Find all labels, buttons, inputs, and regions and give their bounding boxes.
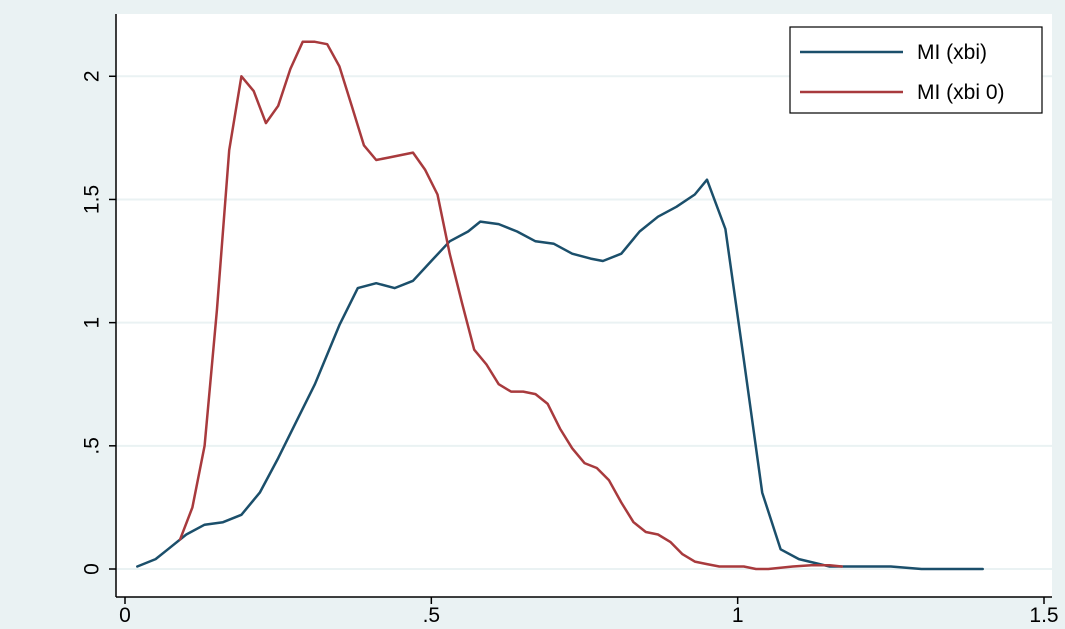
legend-label-mi-xbi-0: MI (xbi 0) [917, 81, 1005, 104]
axes [115, 14, 1052, 598]
legend: MI (xbi) MI (xbi 0) [789, 26, 1043, 114]
series-lines [136, 40, 984, 571]
y-tick-label-4: 2 [81, 70, 104, 82]
legend-box [789, 26, 1043, 114]
y-tick-label-0: 0 [81, 563, 104, 575]
x-tick-label-2: 1 [732, 604, 744, 624]
y-tick-label-3: 1.5 [81, 185, 104, 214]
x-tick-label-3: 1.5 [1029, 604, 1058, 624]
y-tick-label-1: .5 [81, 437, 104, 455]
x-tick-label-0: 0 [119, 604, 131, 624]
series-line-0 [136, 178, 984, 571]
axis-ticks: 0 .5 1 1.5 0 .5 1 1.5 2 [81, 70, 1059, 627]
legend-label-mi-xbi: MI (xbi) [917, 41, 987, 64]
y-tick-label-2: 1 [81, 317, 104, 329]
series-line-1 [178, 40, 844, 571]
x-tick-label-1: .5 [423, 604, 441, 624]
